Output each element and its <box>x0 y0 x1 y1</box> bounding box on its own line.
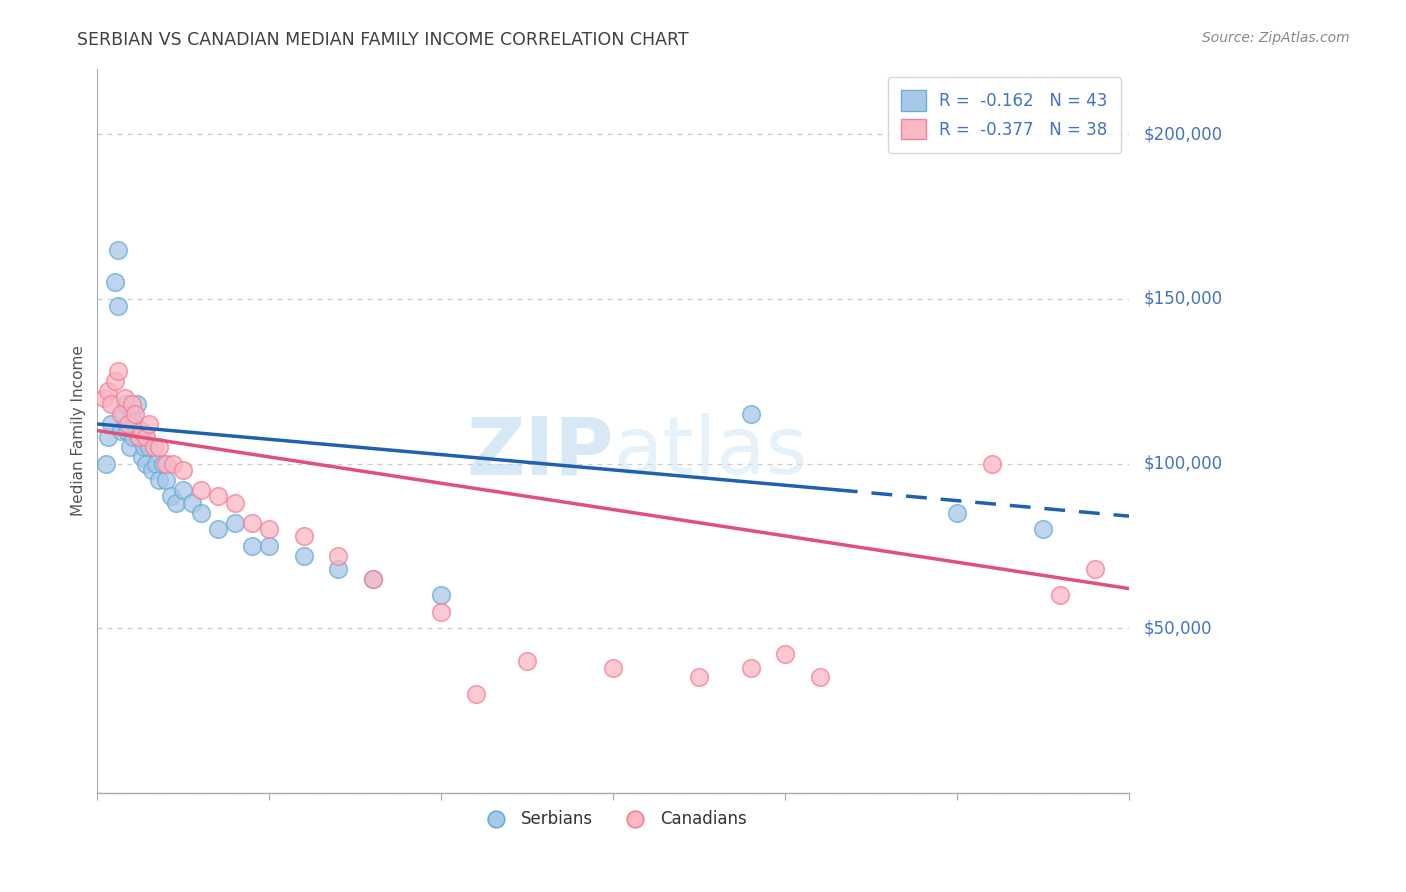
Point <box>172 483 194 497</box>
Point <box>1084 562 1107 576</box>
Point <box>224 496 246 510</box>
Text: $100,000: $100,000 <box>1143 455 1222 473</box>
Point <box>160 490 183 504</box>
Point <box>190 483 212 497</box>
Point <box>141 463 163 477</box>
Point <box>240 516 263 530</box>
Point <box>1032 522 1054 536</box>
Point <box>361 572 384 586</box>
Point <box>688 670 710 684</box>
Point <box>148 440 170 454</box>
Point <box>114 397 136 411</box>
Point <box>516 654 538 668</box>
Point <box>131 450 153 464</box>
Point <box>134 430 156 444</box>
Point <box>125 397 148 411</box>
Point <box>124 417 146 431</box>
Point <box>240 539 263 553</box>
Point <box>152 457 174 471</box>
Point <box>1049 588 1071 602</box>
Point <box>326 562 349 576</box>
Point <box>117 417 139 431</box>
Point <box>110 407 132 421</box>
Point <box>190 506 212 520</box>
Point <box>100 397 122 411</box>
Point <box>128 430 150 444</box>
Point <box>97 430 120 444</box>
Point <box>115 424 138 438</box>
Point <box>740 407 762 421</box>
Point <box>181 496 204 510</box>
Point <box>138 417 160 431</box>
Point <box>118 440 141 454</box>
Text: $150,000: $150,000 <box>1143 290 1222 308</box>
Legend: Serbians, Canadians: Serbians, Canadians <box>472 804 754 835</box>
Point <box>207 522 229 536</box>
Point <box>121 407 143 421</box>
Point <box>112 407 135 421</box>
Point <box>134 457 156 471</box>
Y-axis label: Median Family Income: Median Family Income <box>72 345 86 516</box>
Text: Source: ZipAtlas.com: Source: ZipAtlas.com <box>1202 31 1350 45</box>
Point <box>129 424 152 438</box>
Point <box>100 417 122 431</box>
Point <box>94 457 117 471</box>
Point <box>107 243 129 257</box>
Point <box>121 397 143 411</box>
Point <box>980 457 1002 471</box>
Point <box>128 430 150 444</box>
Point <box>172 463 194 477</box>
Point <box>808 670 831 684</box>
Point <box>114 391 136 405</box>
Point <box>122 430 145 444</box>
Point <box>602 660 624 674</box>
Point <box>740 660 762 674</box>
Point <box>430 588 453 602</box>
Point <box>430 605 453 619</box>
Point <box>464 687 486 701</box>
Point <box>224 516 246 530</box>
Text: SERBIAN VS CANADIAN MEDIAN FAMILY INCOME CORRELATION CHART: SERBIAN VS CANADIAN MEDIAN FAMILY INCOME… <box>77 31 689 49</box>
Point <box>148 473 170 487</box>
Point <box>103 374 125 388</box>
Text: atlas: atlas <box>613 413 807 491</box>
Point <box>292 549 315 563</box>
Point <box>107 364 129 378</box>
Point <box>207 490 229 504</box>
Point <box>775 648 797 662</box>
Text: ZIP: ZIP <box>465 413 613 491</box>
Text: $200,000: $200,000 <box>1143 126 1222 144</box>
Point <box>131 424 153 438</box>
Point <box>143 440 166 454</box>
Point <box>97 384 120 398</box>
Point <box>259 522 281 536</box>
Point <box>326 549 349 563</box>
Point <box>155 457 177 471</box>
Point <box>117 417 139 431</box>
Point <box>145 457 167 471</box>
Point <box>110 424 132 438</box>
Point <box>155 473 177 487</box>
Point <box>946 506 969 520</box>
Point <box>166 496 188 510</box>
Point <box>103 276 125 290</box>
Point <box>259 539 281 553</box>
Point <box>124 407 146 421</box>
Point <box>292 529 315 543</box>
Point <box>162 457 184 471</box>
Text: $50,000: $50,000 <box>1143 619 1212 637</box>
Point <box>361 572 384 586</box>
Point <box>107 298 129 312</box>
Point <box>93 391 115 405</box>
Point <box>138 440 160 454</box>
Point <box>132 440 155 454</box>
